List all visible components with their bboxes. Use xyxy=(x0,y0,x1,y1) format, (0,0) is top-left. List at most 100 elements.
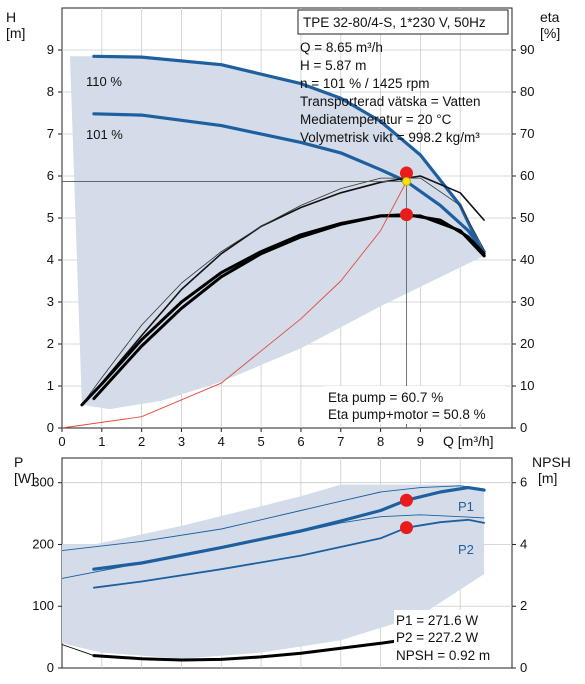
h-axis-unit: [m] xyxy=(6,25,25,41)
top-right-ticks: 0 10 20 30 40 50 60 70 80 90 xyxy=(512,42,534,435)
right-tick-label: 70 xyxy=(520,126,534,141)
curve-eta-thin xyxy=(81,177,485,406)
eta-box xyxy=(324,386,506,424)
info-block: Q = 8.65 m³/h H = 5.87 m n = 101 % / 142… xyxy=(300,40,480,145)
left-tick-label: 4 xyxy=(47,252,54,267)
left-tick-label: 200 xyxy=(32,536,54,551)
info-line-h: H = 5.87 m xyxy=(300,58,366,73)
left-tick-label: 3 xyxy=(47,294,54,309)
x-tick-label: 4 xyxy=(218,434,225,449)
top-operating-region xyxy=(70,56,485,410)
right-tick-label: 30 xyxy=(520,294,534,309)
curve-thin xyxy=(61,514,485,579)
p2-value: P2 = 227.2 W xyxy=(396,630,478,645)
left-tick-label: 8 xyxy=(47,84,54,99)
left-tick-label: 6 xyxy=(47,168,54,183)
curve-head xyxy=(92,54,486,258)
h-axis-label: H xyxy=(6,9,16,25)
pump-title-box xyxy=(297,9,509,35)
info-line-temp: Mediatemperatur = 20 °C xyxy=(300,112,452,127)
x-tick-label: 1 xyxy=(98,434,105,449)
power-npsh-panel: 0 100 200 300 0 2 4 6 P [W] NPSH [m] P1 P2 P1 … xyxy=(14,454,571,675)
head-efficiency-panel: 0 1 2 3 4 5 6 7 8 9 0 1 2 3 4 5 6 7 8 9 0 10 20 30 40 50 60 70 80 9… xyxy=(6,7,560,449)
operating-region xyxy=(70,56,485,410)
curve-system xyxy=(61,181,407,429)
duty-point-marker xyxy=(399,166,413,180)
right-tick-label: 10 xyxy=(520,378,534,393)
left-tick-label: 300 xyxy=(32,475,54,490)
x-tick-label: 8 xyxy=(377,434,384,449)
npsh-value: NPSH = 0.92 m xyxy=(396,648,490,663)
left-tick-label: 1 xyxy=(47,378,54,393)
pump-title: TPE 32-80/4-S, 1*230 V, 50Hz xyxy=(303,15,486,30)
q-axis-label: Q [m³/h] xyxy=(443,433,494,449)
left-tick-label: 9 xyxy=(47,42,54,57)
curve-npsh-thin xyxy=(61,644,95,657)
right-tick-label: 2 xyxy=(520,598,527,613)
curve-eta-motor xyxy=(92,214,486,401)
top-x-ticks: 0 1 2 3 4 5 6 7 8 9 xyxy=(58,428,424,449)
duty-point-marker xyxy=(401,176,411,186)
eta-axis-unit: [%] xyxy=(540,25,560,41)
x-tick-label: 2 xyxy=(138,434,145,449)
right-tick-label: 90 xyxy=(520,42,534,57)
x-tick-label: 3 xyxy=(178,434,185,449)
p1-curve-label: P1 xyxy=(458,499,474,514)
npsh-axis-label: NPSH xyxy=(532,454,571,470)
right-tick-label: 0 xyxy=(520,660,527,675)
p-axis-label: P xyxy=(14,454,23,470)
curve-label-101: 101 % xyxy=(86,127,123,142)
x-tick-label: 9 xyxy=(417,434,424,449)
info-line-density: Volymetrisk vikt = 998.2 kg/m³ xyxy=(300,130,480,145)
right-tick-label: 0 xyxy=(520,420,527,435)
eta-pump-value: Eta pump = 60.7 % xyxy=(328,390,443,405)
x-tick-label: 6 xyxy=(297,434,304,449)
eta-pump-motor-value: Eta pump+motor = 50.8 % xyxy=(328,407,486,422)
left-tick-label: 2 xyxy=(47,336,54,351)
duty-point-marker xyxy=(399,521,413,535)
top-left-ticks: 0 1 2 3 4 5 6 7 8 9 xyxy=(47,42,62,435)
x-tick-label: 7 xyxy=(337,434,344,449)
x-tick-label: 5 xyxy=(257,434,264,449)
right-tick-label: 20 xyxy=(520,336,534,351)
left-tick-label: 100 xyxy=(32,598,54,613)
curve-eta-motor xyxy=(80,213,486,407)
p-axis-unit: [W] xyxy=(14,470,35,486)
left-tick-label: 7 xyxy=(47,126,54,141)
bottom-right-ticks: 0 2 4 6 xyxy=(512,475,527,675)
duty-point-marker xyxy=(399,493,413,507)
eta-axis-label: eta xyxy=(540,9,560,25)
left-tick-label: 0 xyxy=(47,420,54,435)
bottom-left-ticks: 0 100 200 300 xyxy=(32,475,62,675)
info-line-q: Q = 8.65 m³/h xyxy=(300,40,383,55)
right-tick-label: 50 xyxy=(520,210,534,225)
p2-curve-label: P2 xyxy=(458,542,474,557)
curve-eta-pump xyxy=(93,175,485,394)
bottom-operating-region xyxy=(62,484,485,659)
left-tick-label: 5 xyxy=(47,210,54,225)
operating-region xyxy=(62,484,485,659)
x-tick-label: 0 xyxy=(58,434,65,449)
info-line-n: n = 101 % / 1425 rpm xyxy=(300,76,429,91)
curve-thin xyxy=(61,485,485,552)
right-tick-label: 40 xyxy=(520,252,534,267)
p1-value: P1 = 271.6 W xyxy=(396,613,478,628)
curve-npsh xyxy=(92,638,408,662)
curve-P2 xyxy=(93,518,486,589)
right-tick-label: 80 xyxy=(520,84,534,99)
top-markers xyxy=(399,166,413,222)
curve-label-110: 110 % xyxy=(86,74,122,89)
curve-head xyxy=(92,112,486,254)
right-tick-label: 4 xyxy=(520,536,527,551)
top-curves xyxy=(61,54,486,429)
power-info-box xyxy=(394,610,508,666)
npsh-axis-unit: [m] xyxy=(538,470,557,486)
info-line-liquid: Transporterad vätska = Vatten xyxy=(300,94,480,109)
bottom-curves xyxy=(61,485,486,662)
right-tick-label: 6 xyxy=(520,475,527,490)
duty-point-marker xyxy=(399,208,413,222)
right-tick-label: 60 xyxy=(520,168,534,183)
left-tick-label: 0 xyxy=(47,660,54,675)
